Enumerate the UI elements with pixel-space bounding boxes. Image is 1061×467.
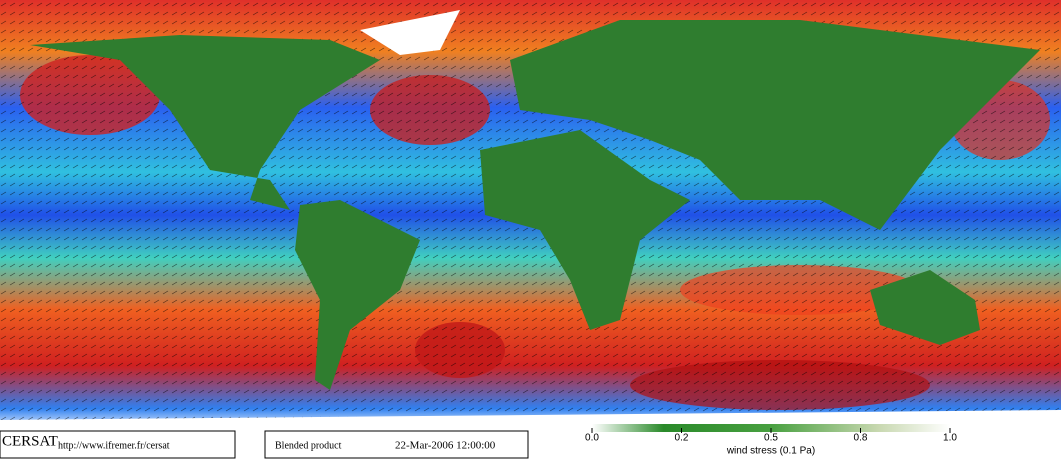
product: Blended product: [275, 440, 342, 451]
africa: [480, 130, 690, 330]
colorbar-tick-label: 0.2: [675, 433, 689, 444]
eurasia: [510, 20, 1040, 230]
colorbar-tick-label: 1.0: [943, 433, 957, 444]
colorbar-panel: [572, 431, 977, 462]
greenland: [360, 10, 460, 55]
logo-box: [0, 430, 236, 459]
info-box: [264, 430, 529, 459]
colorbar-tick-label: 0.5: [764, 433, 778, 444]
date: 22-Mar-2006 12:00:00: [395, 440, 496, 452]
map: [0, 0, 1061, 430]
colorbar-label: wind stress (0.1 Pa): [726, 446, 815, 457]
south-america: [295, 200, 420, 390]
colorbar-tick-label: 0.8: [854, 433, 868, 444]
north-america: [30, 35, 380, 210]
australia: [870, 270, 980, 345]
logo: CERSAT: [2, 433, 58, 449]
colorbar-tick-label: 0.0: [585, 433, 599, 444]
url[interactable]: http://www.ifremer.fr/cersat: [58, 440, 170, 451]
